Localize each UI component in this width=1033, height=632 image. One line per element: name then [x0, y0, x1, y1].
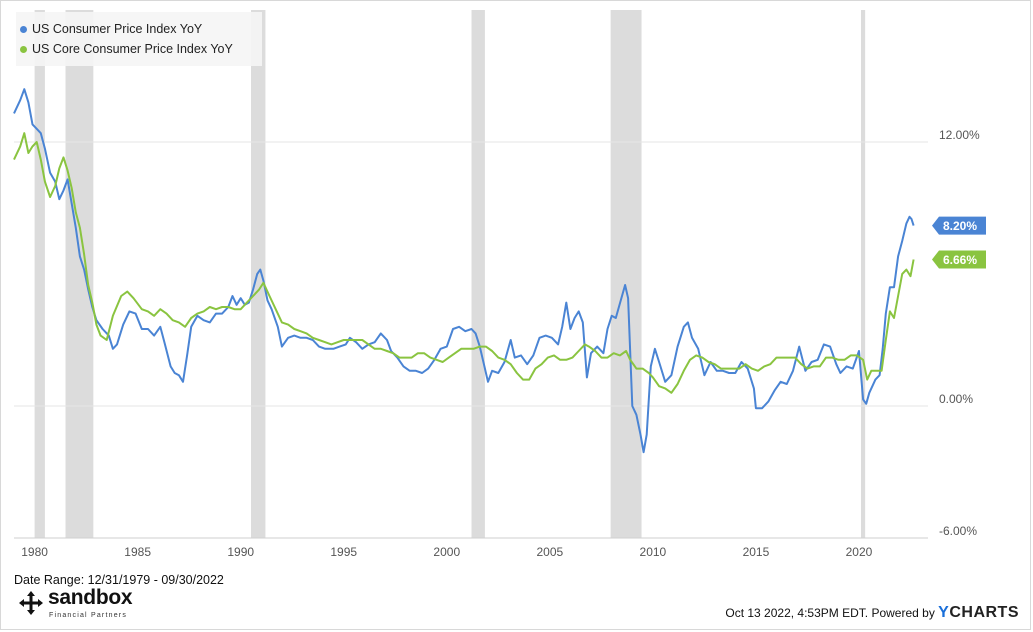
legend-item-core[interactable]: US Core Consumer Price Index YoY — [20, 42, 233, 56]
legend: US Consumer Price Index YoY US Core Cons… — [16, 12, 262, 66]
recession-bands — [34, 10, 866, 538]
ycharts-logo[interactable]: YCHARTS — [938, 604, 1019, 621]
ycharts-logo-y: Y — [938, 604, 950, 621]
legend-item-cpi[interactable]: US Consumer Price Index YoY — [20, 22, 203, 36]
powered-by: Oct 13 2022, 4:53PM EDT. Powered by YCHA… — [725, 604, 1019, 622]
last-value-badge-1 — [932, 250, 986, 269]
legend-label-cpi: US Consumer Price Index YoY — [32, 22, 203, 36]
date-range: Date Range: 12/31/1979 - 09/30/2022 — [14, 573, 224, 587]
x-tick-label-5: 2005 — [536, 545, 563, 559]
y-tick-label-2: -6.00% — [939, 524, 977, 538]
recession-band-0 — [34, 10, 45, 538]
x-tick-label-2: 1990 — [227, 545, 254, 559]
series-line-1[interactable] — [13, 132, 915, 394]
series-line-0[interactable] — [13, 88, 915, 454]
legend-label-core: US Core Consumer Price Index YoY — [32, 42, 233, 56]
grid-lines — [14, 141, 928, 539]
y-axis-ticks: 12.00% 0.00% -6.00% — [939, 128, 980, 538]
recession-band-4 — [610, 10, 642, 538]
last-value-badges: 8.20% 6.66% — [932, 216, 986, 269]
x-tick-label-6: 2010 — [640, 545, 667, 559]
timestamp-text: Oct 13 2022, 4:53PM EDT. Powered by — [725, 606, 939, 620]
y-tick-label-1: 0.00% — [939, 392, 973, 406]
recession-band-3 — [471, 10, 485, 538]
y-tick-label-0: 12.00% — [939, 128, 980, 142]
x-tick-label-4: 2000 — [433, 545, 460, 559]
recession-band-1 — [65, 10, 94, 538]
x-tick-label-1: 1985 — [124, 545, 151, 559]
last-value-label-0: 8.20% — [943, 219, 977, 233]
brand-tagline: Financial Partners — [49, 612, 128, 619]
ycharts-logo-rest: CHARTS — [949, 604, 1019, 621]
legend-dot-core-icon — [20, 46, 27, 53]
x-tick-label-3: 1995 — [330, 545, 357, 559]
x-axis-ticks: 1980 1985 1990 1995 2000 2005 2010 2015 2020 — [21, 545, 872, 559]
sandbox-arrows-icon — [19, 591, 43, 615]
brand-name: sandbox — [48, 586, 133, 609]
series-lines — [13, 88, 915, 454]
last-value-label-1: 6.66% — [943, 253, 977, 267]
last-value-badge-0 — [932, 216, 986, 235]
x-tick-label-7: 2015 — [743, 545, 770, 559]
x-tick-label-0: 1980 — [21, 545, 48, 559]
recession-band-5 — [861, 10, 866, 538]
x-tick-label-8: 2020 — [846, 545, 873, 559]
legend-dot-cpi-icon — [20, 26, 27, 33]
